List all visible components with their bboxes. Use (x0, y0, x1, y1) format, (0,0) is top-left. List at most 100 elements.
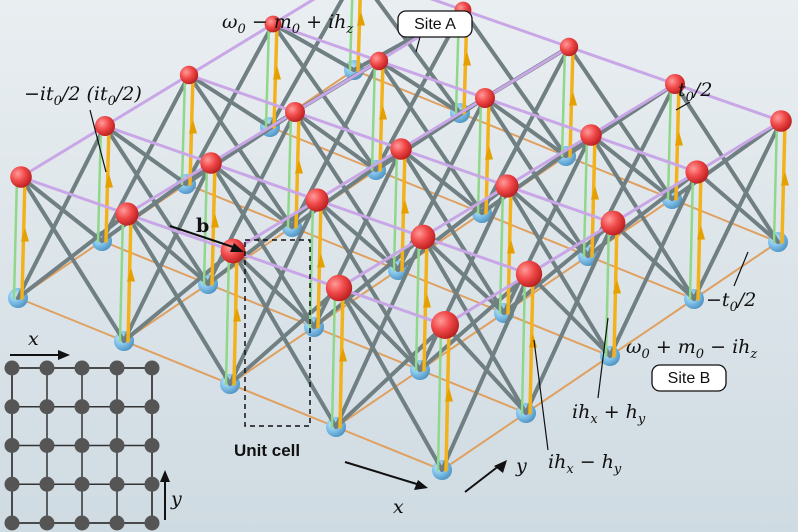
coupling-down (436, 323, 443, 472)
top-bond (429, 0, 465, 12)
site-a (431, 311, 459, 339)
top-bond (695, 119, 783, 174)
arrowhead (58, 350, 70, 360)
bottom-bond (587, 255, 695, 300)
rod (293, 110, 400, 272)
leader (415, 36, 421, 53)
coupling-down (666, 82, 673, 201)
top-bond (271, 22, 381, 63)
rod (418, 184, 509, 372)
hop-right: t0/2 (678, 79, 712, 105)
rod (567, 45, 674, 201)
label-part: /2 (it (60, 83, 108, 105)
site-a (115, 202, 139, 226)
rod (502, 133, 593, 315)
inset-site (109, 438, 125, 453)
top-bond (231, 249, 341, 290)
bottom-bond (693, 241, 779, 300)
top-bond (673, 82, 783, 123)
rod (187, 73, 294, 229)
inset (4, 360, 160, 531)
label-part: + ih (300, 11, 346, 33)
top-bond (483, 45, 571, 100)
site-a (580, 124, 602, 146)
inset-site (4, 438, 20, 453)
coupling-plus: ihx + hy (572, 401, 646, 427)
bottom-bond (609, 298, 695, 357)
top-bond (421, 235, 531, 276)
rod (421, 235, 528, 415)
arrowhead (569, 91, 577, 106)
top-bond (483, 96, 593, 137)
subscript: 0 (108, 94, 116, 109)
inset-site (144, 476, 160, 492)
top-bond (19, 124, 107, 179)
subscript: y (613, 462, 622, 477)
top-bond (209, 161, 319, 202)
subscript: x (566, 462, 574, 477)
coupling-down (560, 45, 567, 158)
coupling-minus: ihx − hy (548, 451, 622, 477)
axis-arrow (464, 464, 501, 493)
inset-site (39, 399, 55, 415)
site-b-energy: ω0 + m0 − ihz (626, 336, 757, 362)
inset-site (74, 515, 90, 531)
bottom-bond (503, 312, 611, 357)
top-bond (19, 175, 129, 216)
subscript: z (345, 22, 353, 37)
arrowhead (379, 105, 387, 120)
rod (692, 119, 783, 301)
arrowhead (127, 267, 135, 282)
label-part: ih (548, 451, 566, 473)
subscript: 0 (238, 22, 246, 37)
site-a (325, 274, 353, 302)
rod (673, 82, 780, 244)
label-part: − ih (704, 336, 750, 358)
arrowhead (357, 11, 365, 26)
arrowhead (233, 307, 241, 322)
subscript: 0 (686, 90, 694, 105)
top-bond (337, 235, 425, 290)
coupling-down (224, 249, 231, 386)
arrowhead (211, 213, 219, 228)
top-bond (271, 0, 316, 26)
top-bond (505, 184, 615, 225)
rod (505, 184, 612, 358)
site-a-energy: ω0 − m0 + ihz (222, 11, 353, 37)
arrowhead (189, 119, 197, 134)
top-bond (231, 198, 319, 253)
inset-site (74, 476, 90, 492)
axis-x: x (393, 496, 404, 518)
rod (608, 170, 699, 358)
coupling-down (330, 286, 337, 429)
coupling-down (370, 59, 377, 172)
arrowhead (675, 131, 683, 146)
unit-cell-box (244, 239, 311, 427)
top-bond (399, 147, 509, 188)
arrowhead (591, 185, 599, 200)
top-bond (187, 22, 275, 77)
site-a (475, 88, 495, 108)
label-part: t (678, 79, 686, 101)
arrowhead (445, 387, 453, 402)
label-part: + h (598, 401, 638, 423)
arrowhead (463, 51, 471, 66)
top-bond (399, 96, 487, 151)
site-a (179, 65, 199, 85)
inset-site (144, 399, 160, 415)
inset-site (4, 399, 20, 415)
top-bond (209, 110, 297, 165)
top-bond (125, 212, 235, 253)
inset-site (39, 515, 55, 531)
coupling-down (96, 124, 103, 243)
coupling-down (118, 212, 125, 343)
axis-arrow (344, 461, 421, 486)
rod (524, 221, 615, 415)
site-a (200, 152, 222, 174)
arrowhead (21, 227, 29, 242)
top-bond (461, 8, 571, 49)
inset-site (109, 360, 125, 376)
site-b-label: Site B (668, 370, 711, 387)
arrowhead (613, 279, 621, 294)
